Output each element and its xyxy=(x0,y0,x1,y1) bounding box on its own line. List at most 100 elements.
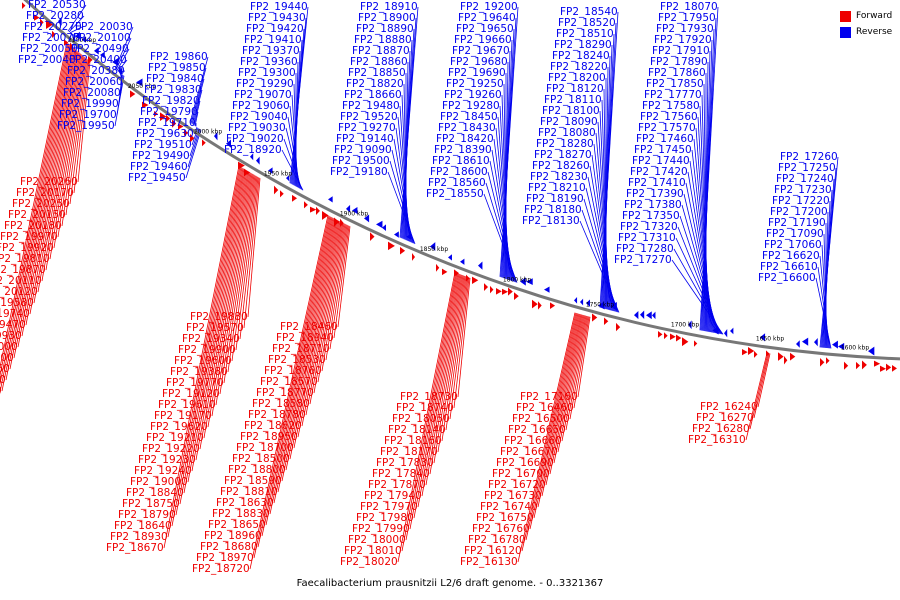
forward-gene-arrow xyxy=(862,360,867,370)
forward-gene-arrow xyxy=(304,201,308,209)
reverse-gene-label: FP2_20380 xyxy=(67,65,125,77)
forward-connector-line xyxy=(289,220,339,460)
forward-gene-label: FP2_18800 xyxy=(228,464,286,476)
forward-connector-line xyxy=(301,221,342,427)
forward-gene-arrow xyxy=(292,194,298,202)
forward-connector-line xyxy=(293,220,340,449)
forward-connector-line xyxy=(33,52,80,304)
forward-connector-line xyxy=(207,172,251,428)
reverse-gene-label: FP2_18110 xyxy=(544,94,602,106)
reverse-gene-label: FP2_18600 xyxy=(430,166,488,178)
forward-gene-label: FP2_18730 xyxy=(400,391,458,403)
reverse-gene-arrow xyxy=(376,220,383,229)
reverse-gene-arrow xyxy=(406,233,411,240)
forward-connector-line xyxy=(49,55,84,260)
reverse-gene-label: FP2_19460 xyxy=(130,161,188,173)
reverse-gene-label: FP2_17950 xyxy=(658,12,716,24)
forward-connector-line xyxy=(187,169,246,483)
forward-gene-arrow xyxy=(694,340,698,347)
forward-gene-label: FP2_18750 xyxy=(122,498,180,510)
forward-gene-arrow xyxy=(130,90,136,98)
reverse-gene-arrow xyxy=(394,231,399,238)
forward-gene-arrow xyxy=(496,288,502,295)
reverse-gene-arrow xyxy=(460,258,465,265)
reverse-gene-arrow xyxy=(598,301,605,310)
reverse-connector-line xyxy=(671,259,724,335)
reverse-gene-label: FP2_18290 xyxy=(554,39,612,51)
strand-legend: Forward Reverse xyxy=(840,8,892,40)
forward-connector-line xyxy=(5,46,73,381)
reverse-connector-line xyxy=(191,78,205,124)
reverse-connector-line xyxy=(190,67,207,124)
forward-connector-line xyxy=(457,277,471,398)
forward-gene-label: FP2_16240 xyxy=(700,401,758,413)
forward-gene-arrow xyxy=(160,112,167,121)
reverse-gene-label: FP2_18130 xyxy=(522,215,580,227)
reverse-connector-line xyxy=(192,89,203,125)
forward-gene-arrow xyxy=(370,232,375,241)
forward-connector-line xyxy=(441,276,467,442)
reverse-gene-label: FP2_19440 xyxy=(250,1,308,13)
reverse-gene-arrow xyxy=(382,224,386,232)
reverse-gene-label: FP2_18420 xyxy=(436,133,494,145)
reverse-gene-arrow xyxy=(364,214,370,223)
forward-gene-label: FP2_18830 xyxy=(212,508,270,520)
forward-connector-line xyxy=(445,276,468,431)
reverse-gene-label: FP2_17060 xyxy=(764,239,822,251)
reverse-gene-arrow xyxy=(868,346,875,356)
reverse-gene-arrow xyxy=(286,174,290,182)
forward-gene-arrow xyxy=(778,352,784,361)
forward-gene-arrow xyxy=(442,268,448,276)
forward-connector-line xyxy=(171,166,242,527)
gene-arrows xyxy=(22,2,897,372)
kbp-tick-label: 1900 kbp xyxy=(340,210,368,217)
reverse-gene-label: FP2_20040 xyxy=(18,54,76,66)
reverse-gene-label: FP2_17910 xyxy=(652,45,710,57)
forward-gene-label: FP2_18580 xyxy=(252,398,310,410)
reverse-gene-label: FP2_17280 xyxy=(616,243,674,255)
reverse-gene-label: FP2_18280 xyxy=(536,138,594,150)
reverse-gene-label: FP2_19710 xyxy=(138,117,196,129)
reverse-gene-label: FP2_17570 xyxy=(638,122,696,134)
reverse-gene-label: FP2_17250 xyxy=(778,162,836,174)
forward-connector-line xyxy=(569,316,589,420)
forward-gene-label: FP2_19740 xyxy=(0,308,30,320)
legend-reverse: Reverse xyxy=(840,24,892,40)
reverse-gene-label: FP2_20080 xyxy=(63,87,121,99)
forward-connector-line xyxy=(281,219,337,482)
forward-gene-arrow xyxy=(154,110,158,117)
forward-connector-line xyxy=(277,218,336,493)
forward-gene-label: FP2_18710 xyxy=(272,343,330,355)
forward-gene-label: FP2_19580 xyxy=(0,297,34,309)
forward-gene-label: FP2_19600 xyxy=(174,355,232,367)
reverse-connector-line xyxy=(69,26,83,34)
forward-gene-arrow xyxy=(892,365,897,372)
reverse-gene-label: FP2_19090 xyxy=(334,144,392,156)
reverse-gene-label: FP2_19670 xyxy=(452,45,510,57)
reverse-gene-arrow xyxy=(544,286,550,293)
reverse-gene-label: FP2_20280 xyxy=(26,10,84,22)
reverse-gene-label: FP2_20530 xyxy=(28,0,86,11)
forward-connector-line xyxy=(77,61,91,183)
forward-connector-line xyxy=(565,315,588,431)
reverse-gene-label: FP2_20400 xyxy=(69,54,127,66)
forward-connector-line xyxy=(313,223,345,394)
forward-gene-label: FP2_18780 xyxy=(248,409,306,421)
forward-gene-arrow xyxy=(676,334,682,342)
forward-gene-arrow xyxy=(826,357,830,365)
forward-gene-arrow xyxy=(436,263,440,272)
forward-connector-line xyxy=(433,275,465,464)
forward-gene-label: FP2_20000 xyxy=(0,341,18,353)
reverse-gene-label: FP2_18610 xyxy=(432,155,490,167)
forward-gene-arrow xyxy=(454,269,459,277)
forward-connector-line xyxy=(53,56,85,249)
reverse-gene-label: FP2_18870 xyxy=(352,45,410,57)
forward-connector-line xyxy=(525,313,578,541)
reverse-gene-label: FP2_19450 xyxy=(128,172,186,184)
reverse-gene-arrow xyxy=(520,277,526,286)
forward-connector-line xyxy=(9,47,74,370)
reverse-gene-label: FP2_17390 xyxy=(626,188,684,200)
forward-connector-line xyxy=(29,51,79,315)
forward-gene-label: FP2_20120 xyxy=(0,286,38,298)
reverse-gene-label: FP2_19300 xyxy=(238,67,296,79)
